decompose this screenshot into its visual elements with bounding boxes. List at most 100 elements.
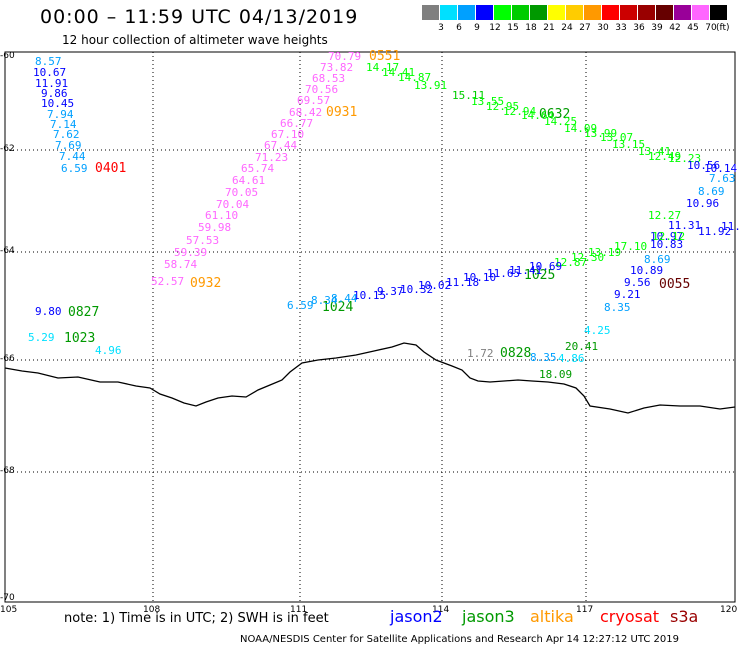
wave-height-label: 11.41 bbox=[509, 264, 542, 277]
wave-height-label: 10.32 bbox=[400, 283, 433, 296]
wave-height-label: 14.25 bbox=[544, 115, 577, 128]
wave-height-label: 64.61 bbox=[232, 174, 265, 187]
pass-time-label: 0827 bbox=[68, 305, 99, 320]
legend-label: 18 bbox=[525, 23, 537, 33]
wave-height-label: 10.56 bbox=[687, 159, 720, 172]
wave-height-label: 18.09 bbox=[539, 368, 572, 381]
wave-height-label: 4.96 bbox=[95, 344, 122, 357]
lon-label: 108 bbox=[143, 605, 161, 615]
legend-label: 45 bbox=[687, 23, 699, 33]
wave-height-label: 10.67 bbox=[33, 66, 66, 79]
wave-height-label: 7.44 bbox=[59, 150, 86, 163]
wave-height-label: 10.45 bbox=[41, 97, 74, 110]
pass-time-label: 0055 bbox=[659, 277, 690, 292]
wave-height-label: 8.34 bbox=[311, 294, 338, 307]
lon-label: 117 bbox=[576, 605, 594, 615]
wave-height-label: 14.64 bbox=[521, 109, 554, 122]
legend-swatch bbox=[620, 5, 638, 20]
satellite-name-jason3: jason3 bbox=[462, 607, 515, 626]
wave-height-label: 70.05 bbox=[225, 186, 258, 199]
wave-height-label: 12.30 bbox=[571, 251, 604, 264]
legend-label: 12 bbox=[489, 23, 501, 33]
wave-height-label: 10.97 bbox=[650, 230, 683, 243]
legend-label: 33 bbox=[615, 23, 627, 33]
pass-time-label: 1025 bbox=[524, 268, 555, 283]
wave-height-label: 70.56 bbox=[305, 83, 338, 96]
wave-height-label: 10.15 bbox=[353, 289, 386, 302]
legend-swatch bbox=[566, 5, 584, 20]
pass-time-label: 0551 bbox=[369, 49, 400, 64]
wave-height-label: 52.57 bbox=[151, 275, 184, 288]
wave-height-label: 7.63 bbox=[709, 172, 736, 185]
chart-subtitle: 12 hour collection of altimeter wave hei… bbox=[62, 33, 328, 47]
lat-label: -60 bbox=[0, 51, 15, 61]
pass-time-label: 0931 bbox=[326, 105, 357, 120]
wave-height-label: 13.19 bbox=[588, 246, 621, 259]
wave-height-label: 12.12 bbox=[652, 230, 685, 243]
pass-time-label: 0401 bbox=[95, 161, 126, 176]
legend-swatch bbox=[602, 5, 620, 20]
satellite-name-s3a: s3a bbox=[670, 607, 699, 626]
wave-height-label: 12.95 bbox=[486, 100, 519, 113]
wave-height-label: 13.55 bbox=[471, 95, 504, 108]
wave-height-label: 10.89 bbox=[630, 264, 663, 277]
lon-label: 111 bbox=[290, 605, 308, 615]
wave-height-label: 1.72 bbox=[467, 347, 494, 360]
wave-height-label: 61.10 bbox=[205, 209, 238, 222]
wave-height-label: 9.80 bbox=[35, 305, 62, 318]
satellite-name-jason2: jason2 bbox=[390, 607, 443, 626]
lat-label: -62 bbox=[0, 144, 15, 154]
wave-height-label: 12.87 bbox=[554, 256, 587, 269]
lon-label: 105 bbox=[0, 605, 18, 615]
wave-height-label: 13.99 bbox=[584, 127, 617, 140]
wave-height-label: 70.04 bbox=[216, 198, 249, 211]
wave-height-label: 13.41 bbox=[638, 145, 671, 158]
wave-height-label: 70.79 bbox=[328, 50, 361, 63]
footer-credit: NOAA/NESDIS Center for Satellite Applica… bbox=[240, 634, 679, 645]
wave-height-label: 12.94 bbox=[503, 105, 536, 118]
legend-label: 27 bbox=[579, 23, 591, 33]
coastline bbox=[4, 342, 736, 414]
wave-height-label: 7.14 bbox=[50, 118, 77, 131]
wave-height-label: 7.69 bbox=[55, 139, 82, 152]
pass-time-label: 1023 bbox=[64, 331, 95, 346]
wave-height-label: 14.17 bbox=[366, 61, 399, 74]
wave-height-label: 71.23 bbox=[255, 151, 288, 164]
wave-height-label: 13.07 bbox=[600, 131, 633, 144]
wave-height-label: 14.09 bbox=[564, 122, 597, 135]
legend-label: 9 bbox=[474, 23, 480, 33]
wave-height-label: 8.35 bbox=[530, 351, 557, 364]
legend-swatch bbox=[530, 5, 548, 20]
wave-height-label: 66.77 bbox=[280, 117, 313, 130]
chart-title: 00:00 – 11:59 UTC 04/13/2019 bbox=[40, 6, 359, 28]
wave-height-label: 12.49 bbox=[648, 150, 681, 163]
lon-label: 114 bbox=[432, 605, 450, 615]
wave-height-label: 11.18 bbox=[446, 276, 479, 289]
wave-height-label: 68.42 bbox=[289, 106, 322, 119]
wave-height-label: 15.11 bbox=[452, 89, 485, 102]
wave-height-label: 14.41 bbox=[382, 66, 415, 79]
wave-height-label: 8.69 bbox=[644, 253, 671, 266]
wave-height-label: 14.87 bbox=[398, 71, 431, 84]
wave-height-label: 8.35 bbox=[604, 301, 631, 314]
legend-swatch bbox=[422, 5, 440, 20]
wave-height-label: 58.74 bbox=[164, 258, 197, 271]
pass-time-label: 0828 bbox=[500, 346, 531, 361]
map-frame bbox=[4, 51, 736, 603]
wave-height-label: 69.57 bbox=[297, 94, 330, 107]
lon-label: 120 bbox=[720, 605, 738, 615]
wave-height-label: 7.62 bbox=[53, 128, 80, 141]
wave-height-label: 9.37 bbox=[377, 285, 404, 298]
legend-label: 42 bbox=[669, 23, 681, 33]
wave-height-label: 10.02 bbox=[418, 279, 451, 292]
pass-time-label: 0632 bbox=[539, 107, 570, 122]
wave-height-label: 9.86 bbox=[41, 87, 68, 100]
legend-swatch bbox=[656, 5, 674, 20]
wave-height-label: 11.65 bbox=[487, 267, 520, 280]
wave-height-label: 5.29 bbox=[28, 331, 55, 344]
pass-time-label: 1024 bbox=[322, 300, 353, 315]
wave-height-label: 59.98 bbox=[198, 221, 231, 234]
legend-swatch bbox=[476, 5, 494, 20]
legend-label: 15 bbox=[507, 23, 519, 33]
